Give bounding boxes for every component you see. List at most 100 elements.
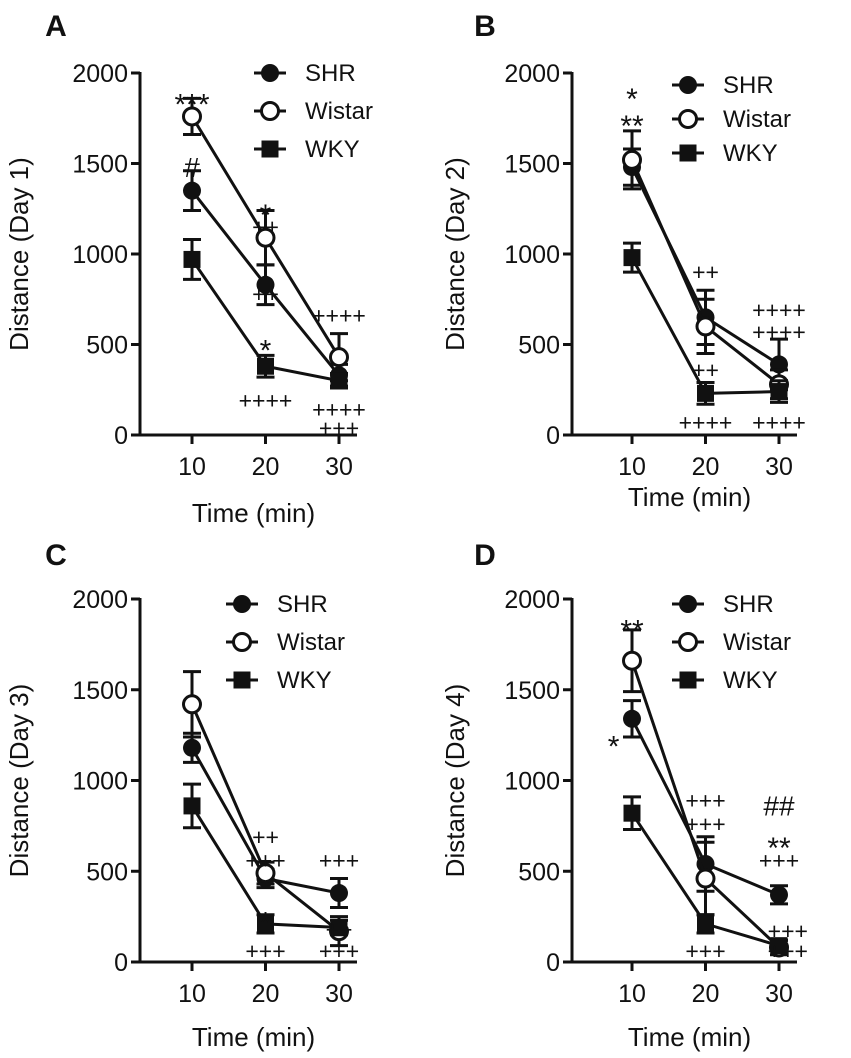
legend-marker [260, 101, 280, 121]
data-point [255, 863, 276, 884]
significance-annotation: ++ [252, 214, 279, 240]
significance-annotation: ## [763, 791, 795, 822]
x-tick-label: 20 [692, 453, 720, 481]
legend: SHR Wistar WKY [672, 72, 791, 167]
legend-marker [678, 632, 698, 652]
y-tick-label: 1000 [72, 241, 128, 269]
y-tick-label: 0 [546, 949, 560, 977]
significance-annotation: +++ [768, 918, 808, 944]
x-tick-label: 10 [178, 453, 206, 481]
significance-annotation: +++ [245, 938, 285, 964]
significance-annotation: +++ [768, 938, 808, 964]
y-axis-title: Distance (Day 1) [4, 157, 34, 351]
legend-label: SHR [277, 591, 328, 618]
data-point [183, 738, 201, 757]
significance-annotation: # [184, 152, 200, 183]
data-point [182, 106, 202, 127]
x-axis-title: Time (min) [192, 498, 315, 528]
x-axis-title: Time (min) [192, 1022, 315, 1052]
data-point [256, 275, 275, 294]
significance-annotation: * [260, 199, 272, 232]
legend-label: Wistar [723, 106, 791, 133]
data-point [257, 915, 274, 933]
legend-label: SHR [305, 60, 356, 87]
y-tick-label: 1000 [504, 241, 560, 269]
y-axis-title: Distance (Day 2) [440, 157, 470, 351]
significance-annotation: ** [620, 614, 644, 647]
x-tick-label: 10 [178, 980, 206, 1008]
data-point [183, 797, 201, 815]
legend-marker [678, 109, 698, 129]
y-tick-label: 1000 [72, 768, 128, 796]
legend: SHR Wistar WKY [226, 591, 345, 694]
panel-letter: B [474, 10, 496, 43]
y-tick-label: 2000 [504, 586, 560, 614]
x-tick-label: 20 [252, 980, 280, 1008]
significance-annotation: ++++ [679, 409, 733, 435]
y-tick-label: 0 [114, 949, 128, 977]
data-point [330, 884, 348, 903]
y-tick-label: 1500 [72, 151, 128, 179]
legend-label: Wistar [723, 629, 791, 656]
series-wistar [182, 670, 349, 948]
x-tick-label: 30 [765, 453, 793, 481]
data-point [257, 357, 274, 375]
y-axis-title: Distance (Day 3) [4, 684, 34, 878]
significance-annotation: ++ [252, 281, 279, 307]
data-point [770, 937, 788, 955]
significance-annotation: ++ [692, 357, 719, 383]
y-tick-label: 2000 [504, 60, 560, 88]
x-tick-label: 20 [692, 980, 720, 1008]
legend-label: WKY [277, 667, 332, 694]
x-tick-label: 30 [325, 453, 353, 481]
data-point [182, 694, 202, 715]
significance-annotation: * [260, 335, 272, 368]
significance-annotation: ** [620, 110, 644, 143]
panel-C: C 0 500 1000 1500 2000 10 20 30 Time (min) Distanc… [4, 539, 359, 1052]
annotations: ***+++++++++##**+++++++++ [608, 614, 808, 964]
significance-annotation: +++ [685, 787, 725, 813]
panel-D: D 0 500 1000 1500 2000 10 20 30 Time (min) Distanc… [440, 539, 808, 1052]
legend-label: WKY [723, 140, 778, 167]
data-point [695, 868, 716, 889]
annotations: ***++++++++++++++++++++ [620, 83, 806, 435]
data-point [697, 915, 714, 933]
significance-annotation: +++ [685, 938, 725, 964]
x-tick-label: 30 [765, 980, 793, 1008]
legend-label: SHR [723, 72, 774, 99]
significance-annotation: ++ [692, 259, 719, 285]
significance-annotation: ++++ [312, 397, 366, 423]
legend-marker [232, 632, 252, 652]
x-tick-label: 20 [252, 453, 280, 481]
legend-marker [679, 76, 697, 94]
significance-annotation: ++ [252, 824, 279, 850]
y-tick-label: 0 [114, 422, 128, 450]
significance-annotation: ++++ [312, 303, 366, 329]
legend-label: Wistar [277, 629, 345, 656]
data-point [623, 249, 641, 267]
x-tick-label: 30 [325, 980, 353, 1008]
legend-marker [679, 671, 697, 689]
legend-marker [679, 144, 697, 162]
y-tick-label: 500 [86, 332, 128, 360]
data-point [623, 709, 641, 728]
annotations: +++++*+++++++++++ [245, 824, 359, 964]
significance-annotation: +++ [319, 938, 359, 964]
panel-B: B 0 500 1000 1500 2000 10 20 30 Time (min) Distanc… [440, 10, 806, 512]
series-wky [623, 241, 788, 406]
legend: SHR Wistar WKY [254, 60, 373, 163]
legend-marker [233, 671, 251, 689]
significance-annotation: * [626, 83, 638, 116]
data-point [330, 372, 348, 390]
significance-annotation: +++ [685, 811, 725, 837]
x-axis-title: Time (min) [628, 482, 751, 512]
significance-annotation: +++ [319, 847, 359, 873]
significance-annotation: ++ [326, 916, 353, 942]
data-point [697, 384, 714, 402]
significance-annotation: ++++ [752, 297, 806, 323]
significance-annotation: ** [767, 832, 791, 865]
annotations: ***#*++++*+++++++++++++++ [174, 88, 365, 440]
series-line [190, 703, 340, 933]
legend-label: WKY [723, 667, 778, 694]
series-wky [623, 795, 788, 955]
